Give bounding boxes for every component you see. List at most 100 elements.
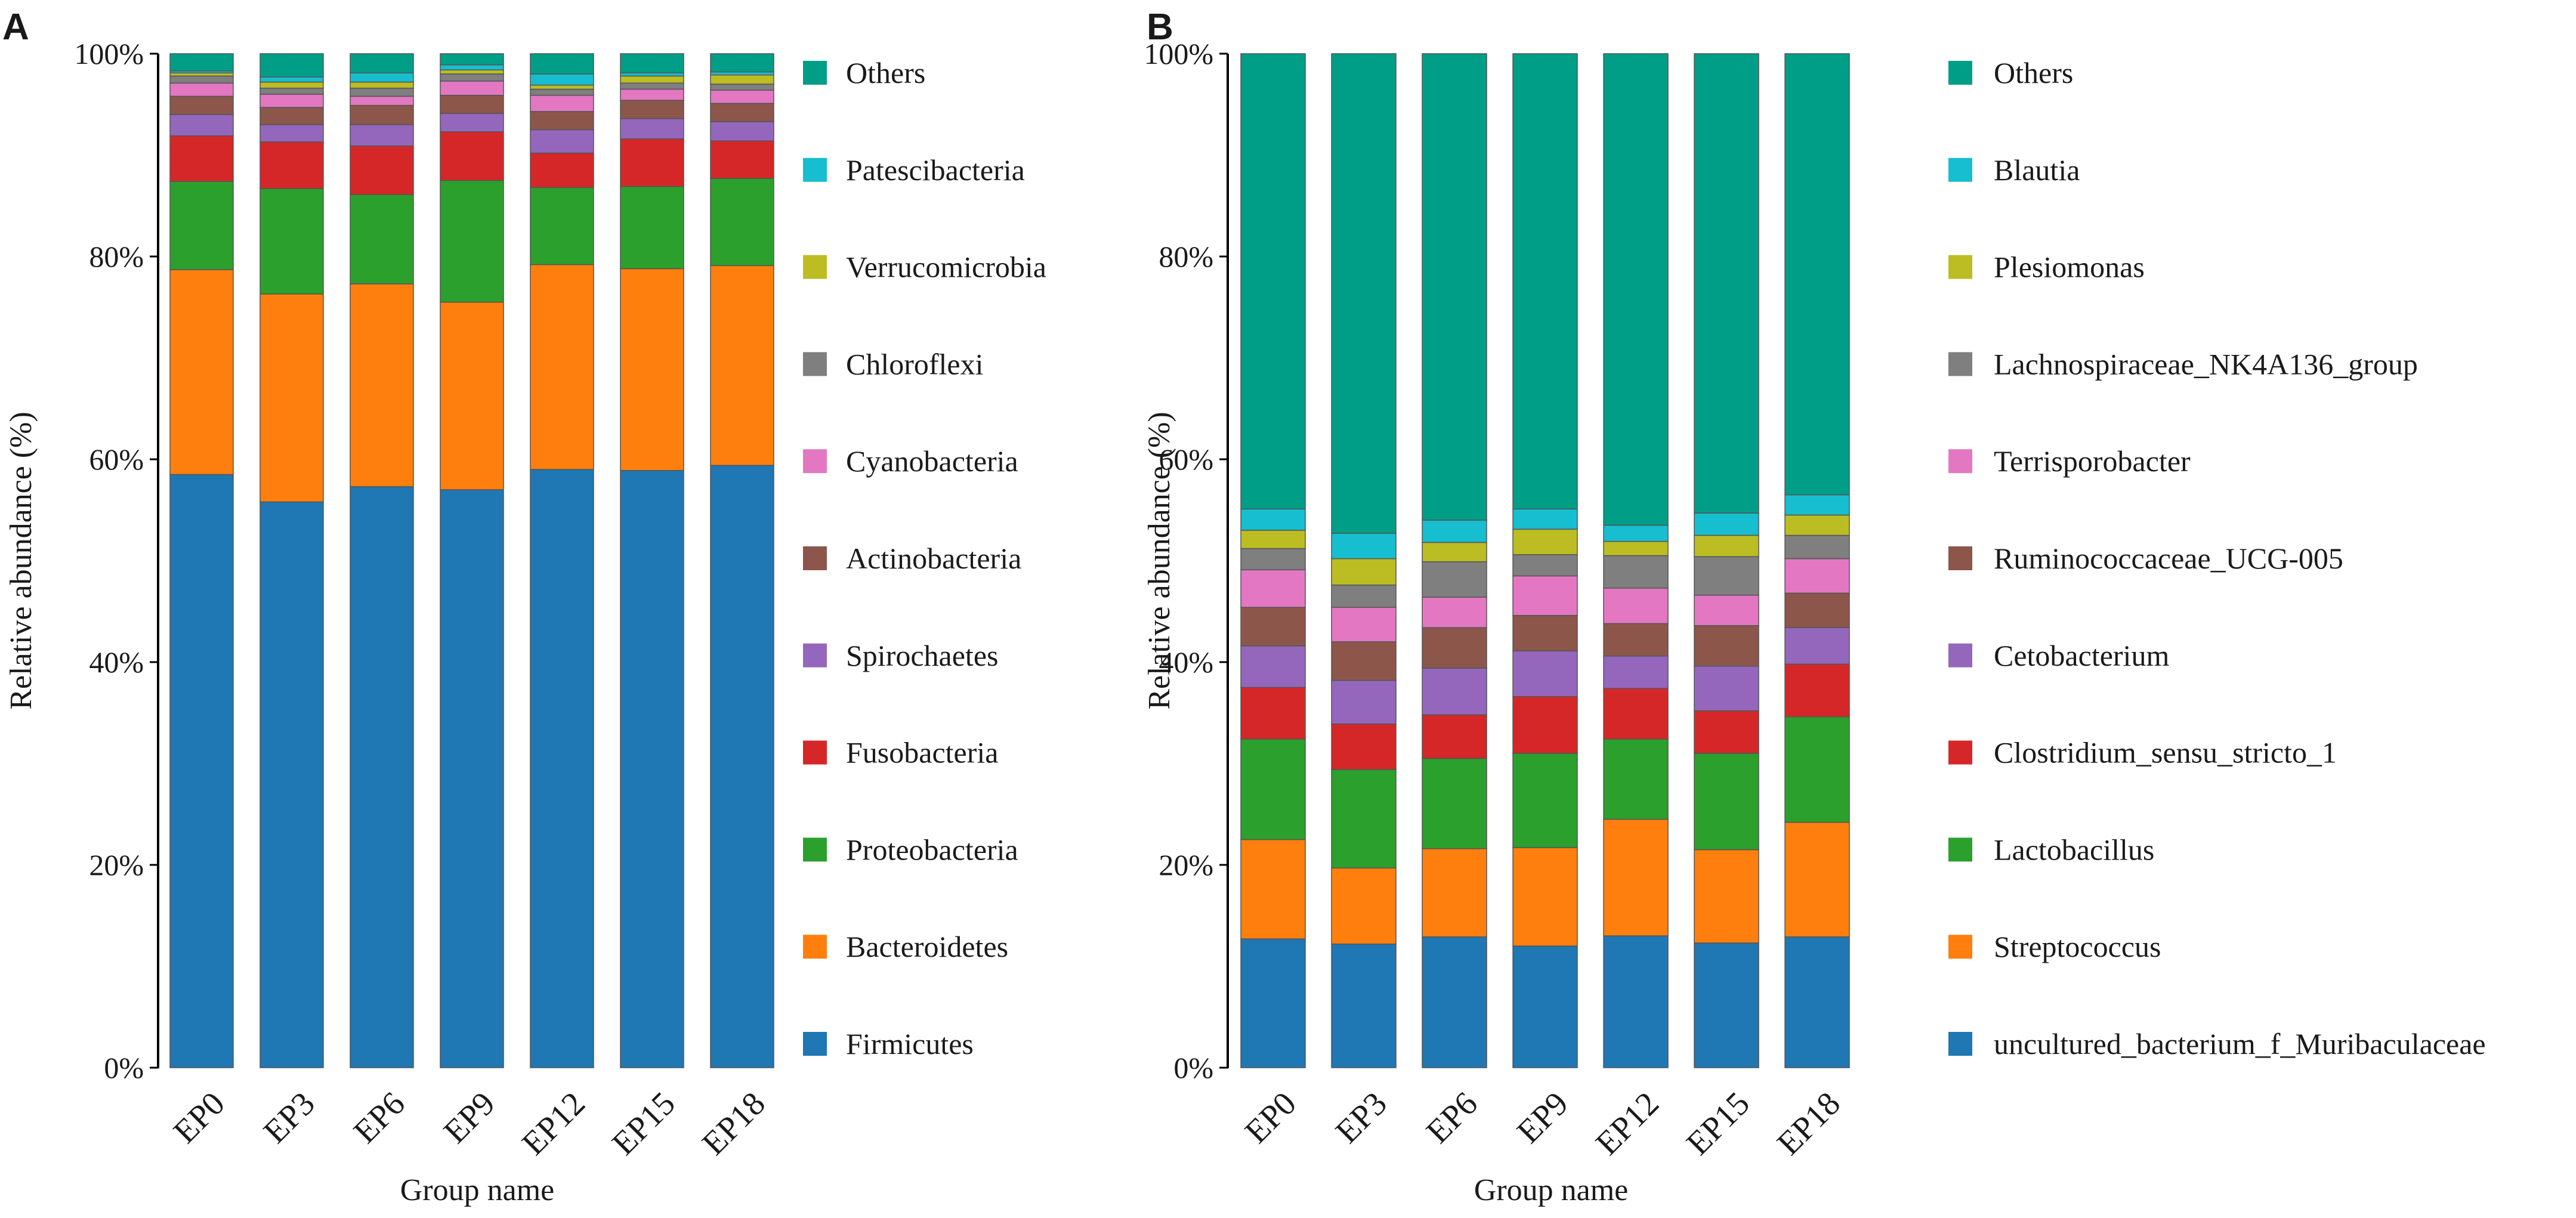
panel-b-bar-ep15-lactobacillus bbox=[1694, 753, 1759, 851]
panel-a-bar-ep18-spirochaetes bbox=[710, 121, 774, 141]
panel-a-x-tick-label: EP0 bbox=[166, 1085, 232, 1151]
panel-a-bar-ep9-firmicutes bbox=[440, 489, 504, 1068]
panel-a-bar-ep9-patescibacteria bbox=[440, 64, 504, 70]
panel-a-bar-ep3-proteobacteria bbox=[260, 188, 324, 295]
panel-b-bar-ep6-plesiomonas bbox=[1422, 542, 1487, 562]
panel-b-legend-swatch-streptococcus bbox=[1948, 935, 1972, 959]
panel-a-bar-ep0-fusobacteria bbox=[169, 135, 234, 182]
panel-a-bar-ep6-fusobacteria bbox=[350, 145, 414, 196]
panel-a-bar-ep0-firmicutes bbox=[169, 474, 234, 1068]
panel-a-x-tick-label: EP9 bbox=[437, 1085, 502, 1151]
panel-a-bar-ep12-verrucomicrobia bbox=[530, 84, 594, 90]
panel-b-bar-ep18-plesiomonas bbox=[1784, 514, 1850, 536]
panel-b-legend-label-others: Others bbox=[1994, 56, 2073, 89]
panel-b-bar-ep0-others bbox=[1240, 53, 1306, 510]
panel-a-bar-ep3-patescibacteria bbox=[260, 76, 324, 83]
panel-a-bar-ep3-actinobacteria bbox=[260, 107, 324, 125]
panel-b-bar-ep12-lachnospiraceae-nk4a136-group bbox=[1603, 555, 1669, 589]
panel-b-x-tick-label: EP9 bbox=[1510, 1085, 1576, 1151]
panel-b-bar-ep3-ruminococcaceae-ucg-005 bbox=[1331, 641, 1397, 681]
panel-b-legend-label-uncultured-bacterium-f-muribaculaceae: uncultured_bacterium_f_Muribaculaceae bbox=[1994, 1027, 2486, 1061]
panel-a-legend-swatch-firmicutes bbox=[803, 1032, 827, 1056]
panel-b-bar-ep6-clostridium-sensu-stricto-1 bbox=[1422, 714, 1487, 759]
panel-a-y-tick-label: 80% bbox=[89, 240, 144, 273]
panel-b-bar-ep9-lactobacillus bbox=[1512, 753, 1578, 848]
panel-a-legend-swatch-others bbox=[803, 61, 827, 85]
panel-b-bar-ep0-terrisporobacter bbox=[1240, 569, 1306, 608]
panel-b-bar-ep12-clostridium-sensu-stricto-1 bbox=[1603, 688, 1669, 740]
panel-a-bar-ep3-verrucomicrobia bbox=[260, 81, 324, 89]
panel-b-bar-ep15-streptococcus bbox=[1694, 849, 1759, 944]
panel-b-bar-ep9-blautia bbox=[1512, 508, 1578, 530]
panel-b-bar-ep18-terrisporobacter bbox=[1784, 558, 1850, 594]
panel-a-legend-swatch-bacteroidetes bbox=[803, 935, 827, 959]
panel-a-bar-ep15-fusobacteria bbox=[620, 138, 684, 187]
panel-a-y-tick-label: 20% bbox=[89, 848, 144, 882]
panel-b-bar-ep3-streptococcus bbox=[1331, 867, 1397, 945]
panel-b-legend-label-ruminococcaceae-ucg-005: Ruminococcaceae_UCG-005 bbox=[1994, 542, 2343, 575]
panel-a-bar-ep12-firmicutes bbox=[530, 469, 594, 1068]
panel-a-bar-ep15-bacteroidetes bbox=[620, 268, 684, 471]
panel-a-y-tick-label: 0% bbox=[104, 1051, 144, 1084]
panel-a-bar-ep12-fusobacteria bbox=[530, 152, 594, 188]
panel-b-legend-swatch-plesiomonas bbox=[1948, 255, 1972, 279]
panel-a-bar-ep18-proteobacteria bbox=[710, 178, 774, 267]
panel-a-bar-ep9-bacteroidetes bbox=[440, 301, 504, 490]
panel-a-bar-ep0-proteobacteria bbox=[169, 181, 234, 270]
panel-b-bar-ep6-others bbox=[1422, 53, 1487, 521]
panel-b-bar-ep3-others bbox=[1331, 53, 1397, 534]
panel-b-bar-ep18-blautia bbox=[1784, 494, 1850, 516]
panel-b-legend-label-terrisporobacter: Terrisporobacter bbox=[1994, 444, 2191, 478]
panel-b-x-tick-label: EP6 bbox=[1419, 1085, 1485, 1151]
panel-a-x-tick-label: EP6 bbox=[347, 1085, 412, 1151]
panel-a-y-tick-label: 40% bbox=[89, 645, 144, 679]
panel-b-bar-ep15-uncultured-bacterium-f-muribaculaceae bbox=[1694, 942, 1759, 1068]
panel-b-legend-label-blautia: Blautia bbox=[1994, 153, 2080, 187]
panel-b-legend-swatch-terrisporobacter bbox=[1948, 449, 1972, 474]
panel-a-bar-ep18-patescibacteria bbox=[710, 71, 774, 76]
panel-a-legend-label-firmicutes: Firmicutes bbox=[846, 1027, 974, 1061]
panel-b-bar-ep9-terrisporobacter bbox=[1512, 575, 1578, 616]
panel-a-bar-ep0-verrucomicrobia bbox=[169, 72, 234, 77]
panel-a-bar-ep6-patescibacteria bbox=[350, 72, 414, 83]
panel-a-bar-ep0-cyanobacteria bbox=[169, 82, 234, 97]
panel-a-bar-ep9-verrucomicrobia bbox=[440, 69, 504, 75]
panel-a-bar-ep0-bacteroidetes bbox=[169, 269, 234, 475]
panel-b-bar-ep18-streptococcus bbox=[1784, 821, 1850, 938]
panel-a-legend-label-verrucomicrobia: Verrucomicrobia bbox=[846, 251, 1046, 284]
panel-a-legend-label-proteobacteria: Proteobacteria bbox=[846, 833, 1018, 866]
panel-a-bar-ep15-verrucomicrobia bbox=[620, 75, 684, 84]
panel-b-legend-label-clostridium-sensu-stricto-1: Clostridium_sensu_stricto_1 bbox=[1994, 736, 2337, 769]
panel-b-bar-ep3-lactobacillus bbox=[1331, 769, 1397, 868]
panel-a-bar-ep12-patescibacteria bbox=[530, 73, 594, 86]
panel-b-x-tick-label: EP15 bbox=[1679, 1085, 1757, 1163]
panel-b-bar-ep12-lactobacillus bbox=[1603, 738, 1669, 820]
panel-b-legend-swatch-clostridium-sensu-stricto-1 bbox=[1948, 740, 1972, 765]
panel-a-legend-label-spirochaetes: Spirochaetes bbox=[846, 639, 998, 672]
panel-b-y-tick-label: 100% bbox=[1144, 37, 1213, 70]
panel-b-bar-ep15-blautia bbox=[1694, 512, 1759, 536]
panel-b-bar-ep0-blautia bbox=[1240, 508, 1306, 531]
panel-b-bar-ep0-lactobacillus bbox=[1240, 738, 1306, 840]
panel-a-y-tick-label: 60% bbox=[89, 443, 144, 476]
panel-b-bar-ep18-lachnospiraceae-nk4a136-group bbox=[1784, 534, 1850, 559]
panel-b-legend-swatch-blautia bbox=[1948, 157, 1972, 182]
panel-b-bar-ep9-uncultured-bacterium-f-muribaculaceae bbox=[1512, 945, 1578, 1068]
panel-a-x-tick-label: EP15 bbox=[605, 1085, 682, 1163]
panel-a-legend-swatch-actinobacteria bbox=[803, 546, 827, 570]
panel-a-bar-ep9-proteobacteria bbox=[440, 180, 504, 303]
panel-b-bar-ep6-blautia bbox=[1422, 520, 1487, 543]
panel-a-bar-ep15-cyanobacteria bbox=[620, 88, 684, 101]
panel-a-bar-ep9-fusobacteria bbox=[440, 131, 504, 181]
panel-a-legend-label-cyanobacteria: Cyanobacteria bbox=[846, 444, 1018, 478]
panel-a-bar-ep9-actinobacteria bbox=[440, 94, 504, 115]
panel-a-bar-ep18-bacteroidetes bbox=[710, 265, 774, 466]
panel-a-bar-ep15-spirochaetes bbox=[620, 118, 684, 140]
panel-a-bar-ep6-bacteroidetes bbox=[350, 283, 414, 487]
panel-a-bar-ep3-others bbox=[260, 53, 324, 78]
panel-a-legend-label-fusobacteria: Fusobacteria bbox=[846, 736, 998, 769]
panel-b-bar-ep9-ruminococcaceae-ucg-005 bbox=[1512, 615, 1578, 652]
panel-a-bar-ep6-firmicutes bbox=[350, 486, 414, 1068]
panel-a-bar-ep9-others bbox=[440, 53, 504, 66]
panel-a-bar-ep0-actinobacteria bbox=[169, 95, 234, 115]
